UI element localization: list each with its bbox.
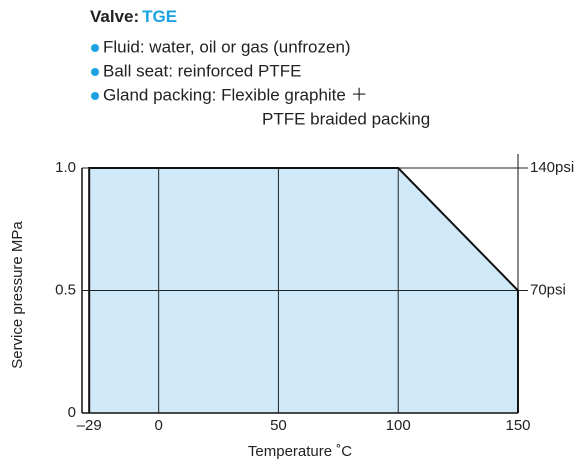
header-prefix: Valve: bbox=[90, 7, 139, 26]
bullet-dot bbox=[91, 68, 99, 76]
y-tick-label: 0 bbox=[68, 404, 76, 421]
y2-tick-label: 70psi bbox=[530, 281, 566, 298]
x-tick-label: –29 bbox=[77, 417, 102, 434]
bullet-text: PTFE braided packing bbox=[262, 109, 430, 128]
bullet-text: Fluid: water, oil or gas (unfrozen) bbox=[103, 37, 351, 56]
y2-tick-label: 140psi bbox=[530, 159, 574, 176]
bullet-dot bbox=[91, 44, 99, 52]
y-tick-label: 1.0 bbox=[55, 159, 76, 176]
y-axis-label: Service pressure MPa bbox=[9, 221, 26, 369]
header: Valve: TGE bbox=[90, 7, 177, 26]
x-tick-label: 150 bbox=[505, 417, 530, 434]
x-tick-label: 0 bbox=[154, 417, 162, 434]
y-tick-label: 0.5 bbox=[55, 281, 76, 298]
x-axis-label: Temperature ˚C bbox=[248, 443, 352, 460]
x-tick-label: 50 bbox=[270, 417, 287, 434]
bullet-dot bbox=[91, 92, 99, 100]
x-tick-label: 100 bbox=[386, 417, 411, 434]
bullet-text: Gland packing: Flexible graphite ＋ bbox=[103, 85, 368, 104]
header-model: TGE bbox=[142, 7, 177, 26]
bullet-text: Ball seat: reinforced PTFE bbox=[103, 61, 301, 80]
